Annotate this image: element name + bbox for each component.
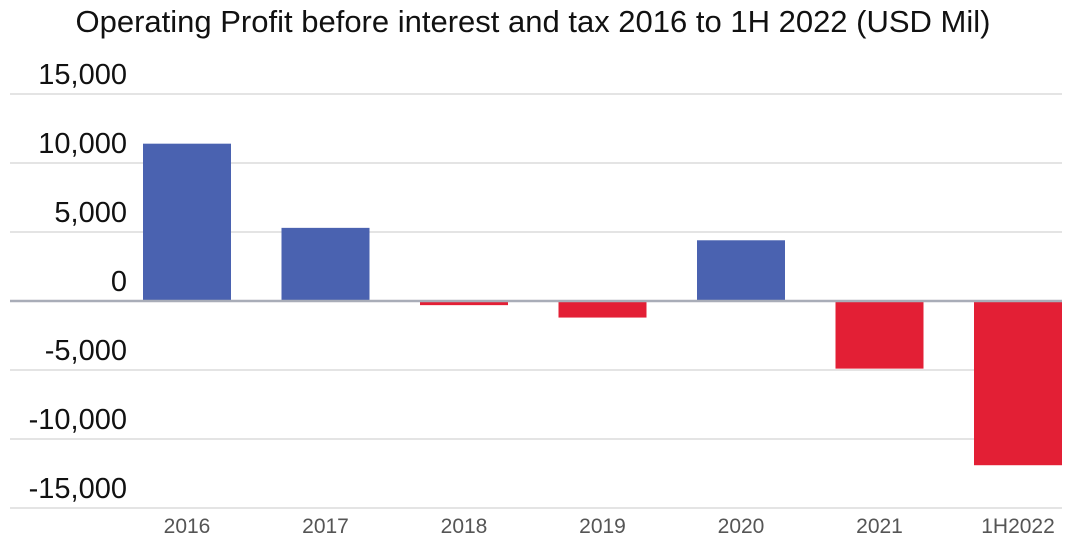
x-tick-label: 2017 (302, 515, 349, 538)
y-tick-label: -15,000 (29, 473, 127, 505)
y-tick-label: 10,000 (38, 128, 127, 160)
y-tick-label: -5,000 (45, 335, 127, 367)
y-tick-label: 0 (111, 266, 127, 298)
x-tick-label: 2016 (164, 515, 211, 538)
bar-1H2022 (974, 301, 1062, 466)
x-tick-label: 2018 (441, 515, 488, 538)
x-axis-ticks: 2016 2017 2018 2019 2020 2021 1H2022 (164, 515, 1055, 538)
y-tick-label: -10,000 (29, 404, 127, 436)
x-tick-label: 2020 (718, 515, 765, 538)
x-tick-label: 2021 (856, 515, 903, 538)
bar-2021 (835, 301, 924, 369)
bar-2019 (558, 301, 647, 318)
y-axis-ticks: 15,000 10,000 5,000 0 -5,000 -10,000 -15,000 (29, 59, 127, 505)
bar-2018 (420, 301, 508, 306)
bar-2016 (143, 143, 231, 301)
bar-2017 (281, 227, 370, 301)
x-tick-label: 2019 (579, 515, 626, 538)
bars (143, 143, 1062, 466)
y-tick-label: 5,000 (54, 197, 127, 229)
y-tick-label: 15,000 (38, 59, 127, 91)
bar-2020 (697, 240, 785, 301)
x-tick-label: 1H2022 (981, 515, 1055, 538)
chart-title: Operating Profit before interest and tax… (75, 4, 991, 39)
